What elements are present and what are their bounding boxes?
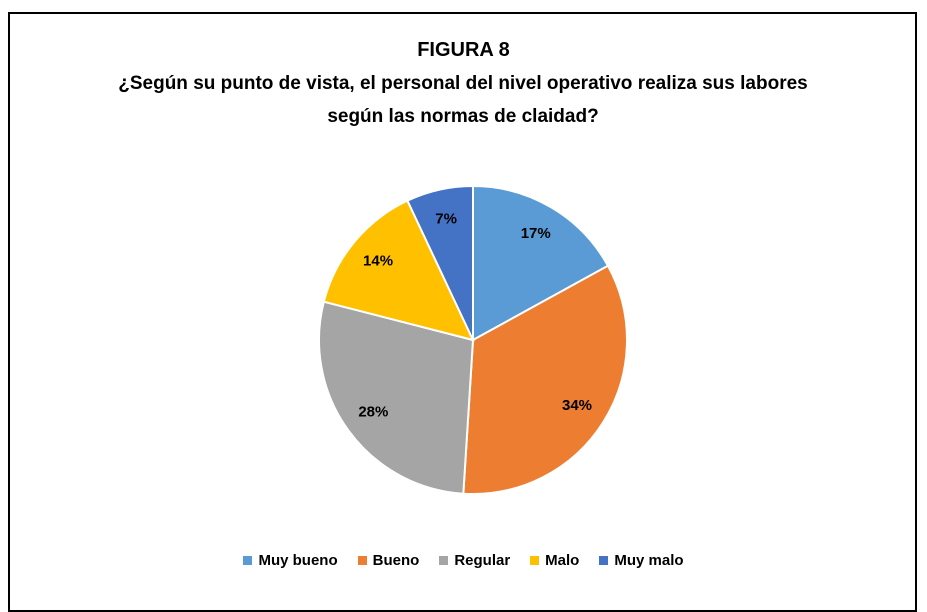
data-label: 28% [358, 403, 388, 420]
pie-slice [406, 184, 474, 341]
legend-label: Muy malo [614, 552, 684, 569]
legend-item: Malo [530, 552, 579, 569]
chart-subtitle: ¿Según su punto de vista, el personal de… [118, 73, 808, 127]
legend-swatch [243, 556, 253, 565]
legend-item: Muy malo [599, 552, 684, 569]
page: {"chart_data": {"type": "pie", "title": … [0, 12, 927, 612]
legend-item: Regular [439, 552, 510, 569]
chart: 17% 34% 28% 14% 7% [318, 184, 628, 495]
legend-swatch [357, 556, 367, 565]
legend-label: Regular [454, 552, 511, 569]
legend-item: Bueno [357, 552, 420, 569]
chart-title: FIGURA 8 [417, 39, 510, 61]
pie-slice [462, 264, 628, 495]
pie-slice [318, 300, 475, 495]
legend-label: Malo [545, 552, 580, 569]
data-label: 14% [363, 252, 393, 269]
legend-label: Muy bueno [258, 552, 338, 569]
data-label: 34% [562, 397, 592, 414]
data-label: 17% [521, 225, 551, 242]
legend-item: Muy bueno [243, 552, 338, 569]
pie-slice [322, 199, 475, 342]
legend-swatch [439, 556, 449, 565]
pie-slice [472, 184, 610, 342]
data-label: 7% [435, 211, 457, 228]
legend-swatch [530, 556, 540, 565]
legend: Muy bueno Bueno Regular Malo Muy malo [0, 552, 927, 569]
legend-swatch [599, 556, 609, 565]
legend-label: Bueno [372, 552, 420, 569]
